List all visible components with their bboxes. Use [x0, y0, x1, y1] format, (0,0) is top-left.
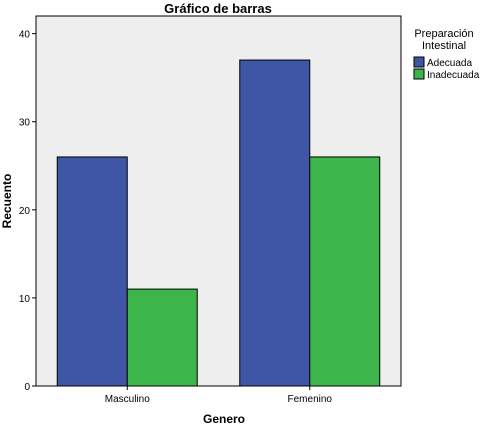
legend-title-line-1: Preparación [414, 28, 473, 40]
y-tick-label: 30 [19, 118, 31, 129]
y-tick-label: 0 [24, 382, 30, 393]
legend-label-inadecuada: Inadecuada [427, 70, 480, 81]
legend: Preparación Intestinal AdecuadaInadecuad… [413, 28, 480, 81]
x-axis-label: Genero [203, 412, 245, 426]
x-tick-label: Femenino [288, 394, 333, 405]
y-tick-label: 20 [19, 206, 31, 217]
bar-inadecuada-femenino [309, 156, 381, 387]
y-tick-label: 40 [19, 30, 31, 41]
bar-inadecuada-masculino [126, 288, 198, 387]
legend-label-adecuada: Adecuada [427, 58, 472, 69]
bar-adecuada-femenino [239, 59, 311, 387]
bar-adecuada-masculino [56, 156, 128, 387]
y-axis-label: Recuento [0, 174, 14, 229]
x-tick-label: Masculino [105, 394, 150, 405]
y-tick-label: 10 [19, 294, 31, 305]
legend-swatch-inadecuada [413, 68, 425, 80]
legend-swatch-adecuada [413, 56, 425, 68]
chart-title: Gráfico de barras [164, 1, 272, 16]
legend-title-line-2: Intestinal [422, 40, 466, 52]
